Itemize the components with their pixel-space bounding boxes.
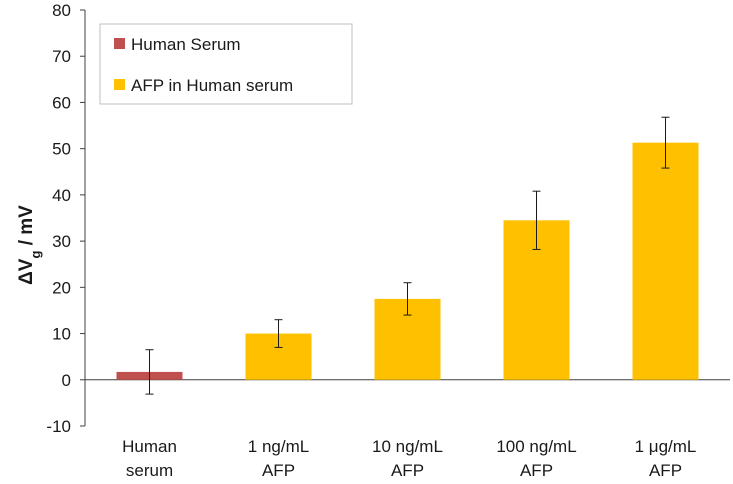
legend-box [99, 23, 353, 105]
bars-layer [116, 142, 699, 380]
y-tick-label: 60 [52, 93, 71, 112]
x-tick-label: 1 μg/mL AFP [635, 437, 697, 480]
y-tick-label: 20 [52, 278, 71, 297]
legend-swatch-human-serum [114, 38, 125, 49]
x-tick-label: 100 ng/mL AFP [496, 437, 576, 480]
y-tick-label: 0 [62, 371, 71, 390]
y-tick-label: 10 [52, 325, 71, 344]
y-tick-label: 40 [52, 186, 71, 205]
y-tick-label: 80 [52, 1, 71, 20]
y-tick-label: 30 [52, 232, 71, 251]
x-tick-label: 10 ng/mL AFP [372, 437, 443, 480]
error-bars-layer [145, 116, 670, 395]
labels-layer: -10 0 10 20 30 40 50 60 70 80 Human serum 1 ng/mL AFP… [46, 1, 696, 480]
legend-label-afp: AFP in Human serum [131, 76, 293, 95]
y-tick-label: 70 [52, 47, 71, 66]
y-axis-label: ΔVg / mV [16, 205, 43, 285]
x-tick-label: Human serum [122, 437, 177, 480]
legend-label-human-serum: Human Serum [131, 35, 241, 54]
legend: Human Serum AFP in Human serum [99, 23, 353, 105]
y-tick-label: -10 [46, 417, 71, 436]
bar [632, 142, 699, 380]
y-tick-label: 50 [52, 140, 71, 159]
x-tick-label: 1 ng/mL AFP [248, 437, 309, 480]
legend-swatch-afp [114, 79, 125, 90]
